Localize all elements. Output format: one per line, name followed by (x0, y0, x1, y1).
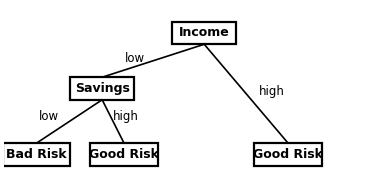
Text: Savings: Savings (75, 82, 129, 95)
FancyBboxPatch shape (3, 143, 70, 166)
Text: Bad Risk: Bad Risk (6, 148, 67, 161)
Text: high: high (259, 85, 285, 98)
Text: Good Risk: Good Risk (89, 148, 159, 161)
Text: Income: Income (179, 27, 230, 39)
Text: high: high (113, 110, 139, 123)
Text: low: low (125, 52, 145, 65)
FancyBboxPatch shape (172, 22, 236, 44)
FancyBboxPatch shape (70, 77, 134, 100)
Text: Good Risk: Good Risk (253, 148, 323, 161)
FancyBboxPatch shape (254, 143, 322, 166)
Text: low: low (39, 110, 60, 123)
FancyBboxPatch shape (90, 143, 158, 166)
